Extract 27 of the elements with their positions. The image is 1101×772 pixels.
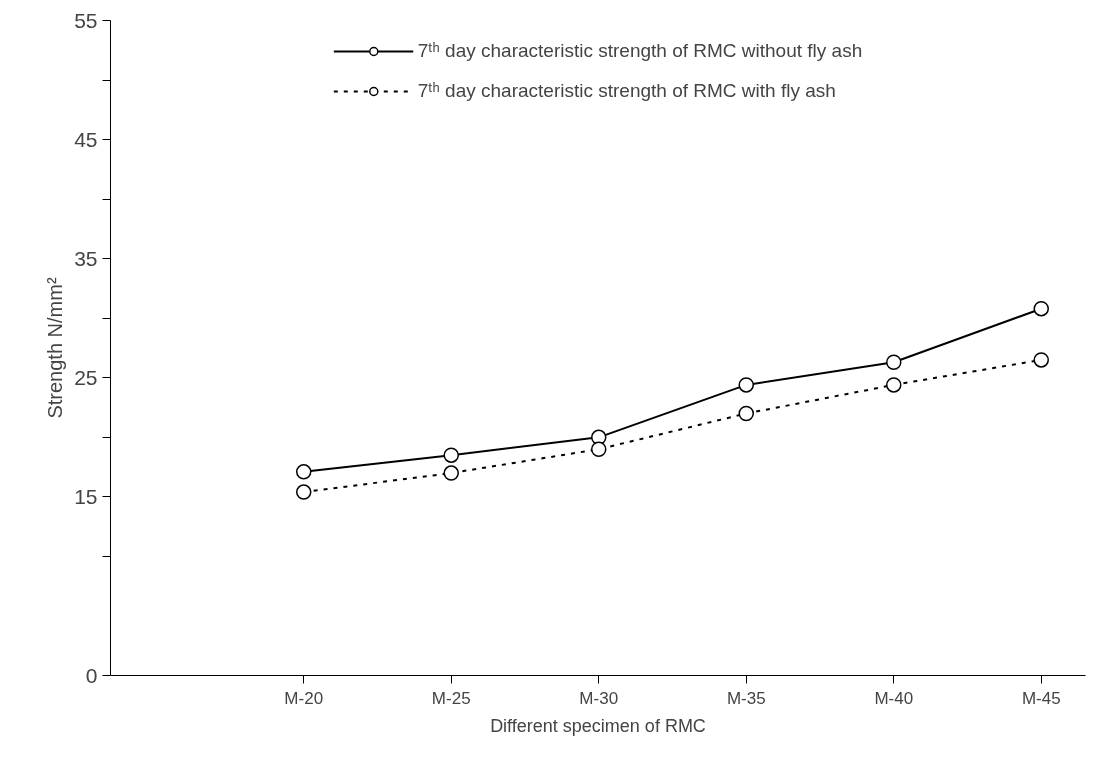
y-tick-label: 55: [74, 8, 98, 32]
y-tick-label: 0: [85, 663, 98, 687]
x-tick-label: M-30: [579, 688, 619, 708]
point: [738, 377, 754, 393]
legend-label: 7ᵗʰ day characteristic strength of RMC without fly ash: [417, 40, 863, 62]
x-tick-label: M-25: [431, 688, 471, 708]
y-tick-label: 15: [74, 484, 98, 508]
point: [1033, 300, 1049, 317]
legend-label: 7ᵗʰ day characteristic strength of RMC with fly ash: [417, 80, 836, 102]
point: [886, 377, 902, 393]
point: [295, 484, 312, 500]
y-tick-label: 35: [74, 246, 98, 270]
point: [295, 464, 312, 480]
y-tick-label: 25: [74, 365, 98, 389]
x-tick-label: M-20: [284, 688, 324, 708]
point: [443, 447, 459, 463]
point: [1033, 352, 1049, 368]
point: [443, 465, 459, 481]
x-axis-title: Different specimen of RMC: [490, 715, 706, 736]
point: [886, 354, 902, 371]
y-axis-title: Strength N/mm²: [44, 277, 67, 419]
x-tick-label: M-35: [726, 688, 766, 708]
x-tick-label: M-40: [874, 688, 914, 708]
y-tick-label: 45: [74, 127, 98, 151]
x-tick-label: M-45: [1021, 688, 1061, 708]
point: [590, 441, 607, 457]
point: [738, 405, 754, 422]
